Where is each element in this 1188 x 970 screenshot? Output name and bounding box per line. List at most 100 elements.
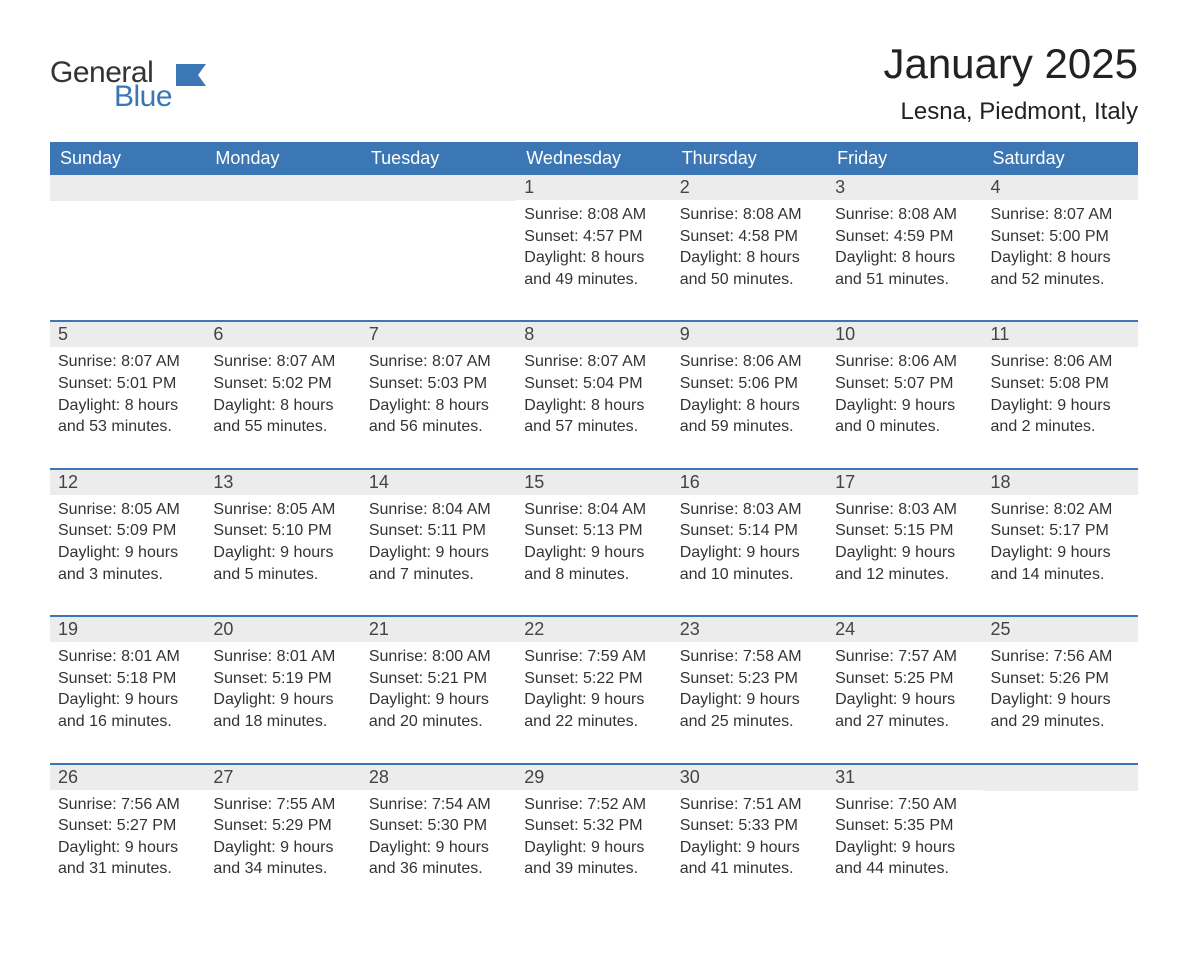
day-data: Sunrise: 7:50 AMSunset: 5:35 PMDaylight:… <box>827 790 982 910</box>
day-daylight2: and 22 minutes. <box>524 711 663 733</box>
day-data-empty <box>361 201 516 235</box>
day-data: Sunrise: 7:58 AMSunset: 5:23 PMDaylight:… <box>672 642 827 762</box>
day-number-empty <box>50 175 205 201</box>
day-daylight2: and 36 minutes. <box>369 858 508 880</box>
day-sunrise: Sunrise: 7:58 AM <box>680 646 819 668</box>
day-sunrise: Sunrise: 7:59 AM <box>524 646 663 668</box>
day-daylight2: and 52 minutes. <box>991 269 1130 291</box>
calendar-cell: 17Sunrise: 8:03 AMSunset: 5:15 PMDayligh… <box>827 469 982 616</box>
day-number: 15 <box>516 470 671 495</box>
weekday-header: Saturday <box>983 142 1138 175</box>
calendar-cell: 5Sunrise: 8:07 AMSunset: 5:01 PMDaylight… <box>50 321 205 468</box>
day-sunset: Sunset: 4:57 PM <box>524 226 663 248</box>
day-sunset: Sunset: 5:08 PM <box>991 373 1130 395</box>
title-block: January 2025 Lesna, Piedmont, Italy <box>883 40 1138 126</box>
day-sunrise: Sunrise: 8:05 AM <box>58 499 197 521</box>
weekday-header: Friday <box>827 142 982 175</box>
day-daylight1: Daylight: 8 hours <box>680 247 819 269</box>
day-sunset: Sunset: 5:18 PM <box>58 668 197 690</box>
calendar-cell: 24Sunrise: 7:57 AMSunset: 5:25 PMDayligh… <box>827 616 982 763</box>
day-daylight1: Daylight: 9 hours <box>991 395 1130 417</box>
calendar-cell: 3Sunrise: 8:08 AMSunset: 4:59 PMDaylight… <box>827 175 982 321</box>
day-daylight2: and 39 minutes. <box>524 858 663 880</box>
day-daylight2: and 12 minutes. <box>835 564 974 586</box>
day-sunrise: Sunrise: 8:04 AM <box>524 499 663 521</box>
calendar-cell: 4Sunrise: 8:07 AMSunset: 5:00 PMDaylight… <box>983 175 1138 321</box>
day-sunrise: Sunrise: 7:52 AM <box>524 794 663 816</box>
day-sunset: Sunset: 5:09 PM <box>58 520 197 542</box>
day-daylight1: Daylight: 8 hours <box>58 395 197 417</box>
day-sunrise: Sunrise: 8:02 AM <box>991 499 1130 521</box>
day-data: Sunrise: 7:56 AMSunset: 5:26 PMDaylight:… <box>983 642 1138 762</box>
calendar-cell: 29Sunrise: 7:52 AMSunset: 5:32 PMDayligh… <box>516 764 671 910</box>
day-sunrise: Sunrise: 8:06 AM <box>835 351 974 373</box>
calendar-cell: 27Sunrise: 7:55 AMSunset: 5:29 PMDayligh… <box>205 764 360 910</box>
day-number: 30 <box>672 765 827 790</box>
day-daylight1: Daylight: 9 hours <box>58 837 197 859</box>
calendar-cell: 26Sunrise: 7:56 AMSunset: 5:27 PMDayligh… <box>50 764 205 910</box>
calendar-cell: 6Sunrise: 8:07 AMSunset: 5:02 PMDaylight… <box>205 321 360 468</box>
calendar-cell: 9Sunrise: 8:06 AMSunset: 5:06 PMDaylight… <box>672 321 827 468</box>
day-sunrise: Sunrise: 8:07 AM <box>58 351 197 373</box>
day-daylight1: Daylight: 8 hours <box>991 247 1130 269</box>
day-daylight1: Daylight: 9 hours <box>680 837 819 859</box>
day-daylight2: and 53 minutes. <box>58 416 197 438</box>
day-daylight1: Daylight: 9 hours <box>991 542 1130 564</box>
day-data: Sunrise: 8:06 AMSunset: 5:06 PMDaylight:… <box>672 347 827 467</box>
day-sunrise: Sunrise: 8:07 AM <box>213 351 352 373</box>
calendar-body: 1Sunrise: 8:08 AMSunset: 4:57 PMDaylight… <box>50 175 1138 910</box>
day-sunset: Sunset: 5:07 PM <box>835 373 974 395</box>
day-sunset: Sunset: 5:11 PM <box>369 520 508 542</box>
day-data: Sunrise: 7:55 AMSunset: 5:29 PMDaylight:… <box>205 790 360 910</box>
day-daylight2: and 44 minutes. <box>835 858 974 880</box>
day-daylight1: Daylight: 9 hours <box>369 542 508 564</box>
day-data: Sunrise: 8:07 AMSunset: 5:00 PMDaylight:… <box>983 200 1138 320</box>
day-number-empty <box>983 765 1138 791</box>
day-sunrise: Sunrise: 8:05 AM <box>213 499 352 521</box>
day-number: 18 <box>983 470 1138 495</box>
calendar-cell: 7Sunrise: 8:07 AMSunset: 5:03 PMDaylight… <box>361 321 516 468</box>
day-sunrise: Sunrise: 7:54 AM <box>369 794 508 816</box>
day-daylight2: and 31 minutes. <box>58 858 197 880</box>
day-sunset: Sunset: 5:01 PM <box>58 373 197 395</box>
day-data-empty <box>205 201 360 235</box>
day-daylight2: and 55 minutes. <box>213 416 352 438</box>
header: General Blue January 2025 Lesna, Piedmon… <box>50 40 1138 126</box>
day-sunset: Sunset: 5:03 PM <box>369 373 508 395</box>
day-sunrise: Sunrise: 8:07 AM <box>524 351 663 373</box>
day-sunrise: Sunrise: 7:56 AM <box>991 646 1130 668</box>
day-sunset: Sunset: 5:06 PM <box>680 373 819 395</box>
day-data: Sunrise: 8:01 AMSunset: 5:18 PMDaylight:… <box>50 642 205 762</box>
day-sunrise: Sunrise: 8:07 AM <box>369 351 508 373</box>
day-daylight1: Daylight: 9 hours <box>213 689 352 711</box>
day-data: Sunrise: 7:59 AMSunset: 5:22 PMDaylight:… <box>516 642 671 762</box>
calendar-week: 12Sunrise: 8:05 AMSunset: 5:09 PMDayligh… <box>50 469 1138 616</box>
day-number: 10 <box>827 322 982 347</box>
day-sunset: Sunset: 5:35 PM <box>835 815 974 837</box>
day-sunrise: Sunrise: 8:07 AM <box>991 204 1130 226</box>
day-daylight1: Daylight: 9 hours <box>58 542 197 564</box>
day-number-empty <box>205 175 360 201</box>
day-sunrise: Sunrise: 7:57 AM <box>835 646 974 668</box>
day-data: Sunrise: 8:03 AMSunset: 5:15 PMDaylight:… <box>827 495 982 615</box>
day-number: 6 <box>205 322 360 347</box>
day-data: Sunrise: 8:00 AMSunset: 5:21 PMDaylight:… <box>361 642 516 762</box>
weekday-header: Wednesday <box>516 142 671 175</box>
calendar-cell <box>983 764 1138 910</box>
day-number: 16 <box>672 470 827 495</box>
logo-text: General Blue <box>50 58 172 112</box>
calendar-week: 19Sunrise: 8:01 AMSunset: 5:18 PMDayligh… <box>50 616 1138 763</box>
day-data: Sunrise: 8:08 AMSunset: 4:59 PMDaylight:… <box>827 200 982 320</box>
weekday-header: Sunday <box>50 142 205 175</box>
calendar-cell: 16Sunrise: 8:03 AMSunset: 5:14 PMDayligh… <box>672 469 827 616</box>
day-daylight1: Daylight: 8 hours <box>369 395 508 417</box>
day-sunrise: Sunrise: 7:56 AM <box>58 794 197 816</box>
day-number: 13 <box>205 470 360 495</box>
day-daylight2: and 59 minutes. <box>680 416 819 438</box>
day-daylight1: Daylight: 8 hours <box>835 247 974 269</box>
day-data-empty <box>983 791 1138 825</box>
day-daylight2: and 51 minutes. <box>835 269 974 291</box>
calendar-week: 5Sunrise: 8:07 AMSunset: 5:01 PMDaylight… <box>50 321 1138 468</box>
day-number: 17 <box>827 470 982 495</box>
weekday-header: Thursday <box>672 142 827 175</box>
